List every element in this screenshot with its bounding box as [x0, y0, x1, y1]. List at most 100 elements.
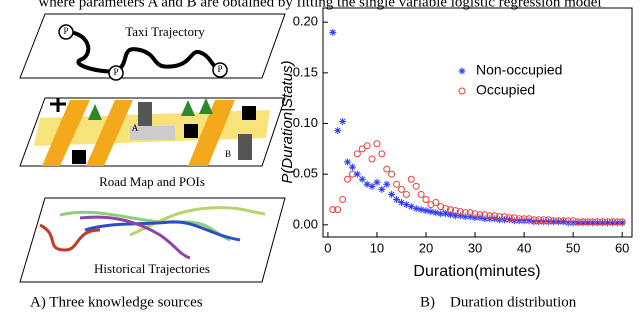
- point: [471, 210, 479, 218]
- point: [437, 210, 445, 218]
- point: [373, 140, 381, 148]
- block: [130, 126, 175, 140]
- point: [358, 175, 366, 183]
- point: [569, 217, 577, 225]
- point: [515, 215, 523, 223]
- point: [613, 218, 621, 226]
- point: [559, 218, 567, 226]
- point: [422, 196, 430, 204]
- x-tick-label: 30: [468, 240, 482, 255]
- marker-label: P: [217, 64, 222, 74]
- point: [525, 215, 533, 223]
- point: [496, 213, 504, 221]
- point: [550, 217, 558, 225]
- point: [368, 155, 376, 163]
- point: [574, 218, 582, 226]
- point-label: B: [225, 149, 231, 159]
- point: [451, 207, 459, 215]
- layer-label: Road Map and POIs: [99, 174, 205, 189]
- point: [407, 203, 415, 211]
- point: [574, 219, 582, 227]
- point: [554, 218, 562, 226]
- point: [412, 182, 420, 190]
- point: [432, 199, 440, 207]
- road: [42, 100, 90, 166]
- point: [584, 219, 592, 227]
- point: [584, 218, 592, 226]
- point: [368, 182, 376, 190]
- point: [471, 214, 479, 222]
- point: [515, 217, 523, 225]
- point: [334, 127, 342, 135]
- point: [594, 218, 602, 226]
- layer-label: Taxi Trajectory: [125, 24, 205, 39]
- y-tick-label: 0.20: [293, 14, 318, 29]
- layer-plane: [19, 13, 286, 79]
- point: [456, 208, 464, 216]
- y-tick-label: 0.00: [293, 216, 318, 231]
- point: [579, 218, 587, 226]
- point: [505, 216, 513, 224]
- trajectory: [39, 223, 101, 252]
- point: [329, 206, 337, 214]
- point: [500, 213, 508, 221]
- point: [481, 211, 489, 219]
- road: [86, 100, 133, 166]
- point: [353, 170, 361, 178]
- point: [378, 150, 386, 158]
- point: [373, 178, 381, 186]
- point: [397, 185, 405, 193]
- point: [618, 218, 626, 226]
- point: [613, 219, 621, 227]
- point: [603, 219, 611, 227]
- point: [451, 212, 459, 220]
- point: [530, 218, 538, 226]
- point: [540, 216, 548, 224]
- point: [422, 207, 430, 215]
- tree: [199, 98, 213, 114]
- point: [530, 216, 538, 224]
- point: [466, 213, 474, 221]
- point: [344, 158, 352, 166]
- point: [608, 219, 616, 227]
- layer-label: Historical Trajectories: [94, 261, 210, 276]
- x-tick-label: 0: [324, 240, 331, 255]
- point: [427, 208, 435, 216]
- trajectory: [79, 215, 191, 260]
- point: [476, 211, 484, 219]
- point: [417, 206, 425, 214]
- point: [589, 218, 597, 226]
- point: [535, 216, 543, 224]
- point: [510, 214, 518, 222]
- point: [412, 205, 420, 213]
- point: [353, 150, 361, 158]
- point: [393, 180, 401, 188]
- trajectory: [61, 29, 221, 74]
- point: [589, 219, 597, 227]
- y-tick-label: 0.15: [293, 64, 318, 79]
- x-tick-label: 20: [419, 240, 433, 255]
- legend-marker: [458, 67, 466, 75]
- diagram: P P P Taxi Trajectory A B Road Map and P…: [19, 13, 286, 310]
- point: [417, 190, 425, 198]
- point: [388, 190, 396, 198]
- point: [554, 217, 562, 225]
- x-tick-label: 10: [370, 240, 384, 255]
- trajectory: [129, 206, 266, 237]
- point: [393, 196, 401, 204]
- x-axis-label: Duration(minutes): [413, 263, 540, 280]
- point: [407, 175, 415, 183]
- point: [545, 216, 553, 224]
- point: [461, 213, 469, 221]
- point: [525, 217, 533, 225]
- point: [329, 28, 337, 36]
- point: [520, 217, 528, 225]
- point: [383, 165, 391, 173]
- point: [358, 145, 366, 153]
- building: [238, 134, 252, 160]
- point: [505, 214, 513, 222]
- poi-icon: [242, 106, 256, 120]
- point: [363, 142, 371, 150]
- point: [481, 215, 489, 223]
- point: [334, 206, 342, 214]
